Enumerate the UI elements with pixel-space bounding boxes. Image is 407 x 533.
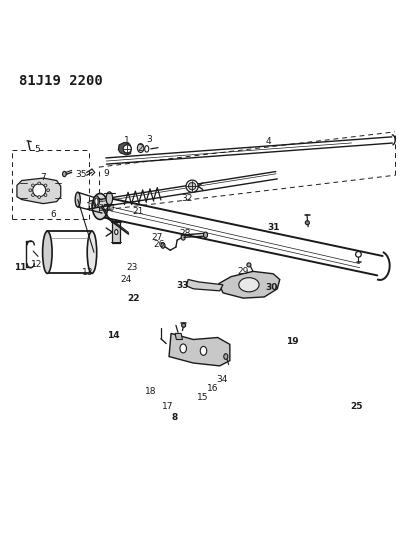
Ellipse shape: [247, 263, 251, 267]
Text: 21: 21: [132, 207, 144, 216]
Text: 19: 19: [286, 337, 298, 346]
Text: 35: 35: [75, 169, 87, 179]
Polygon shape: [175, 334, 182, 340]
Ellipse shape: [94, 196, 99, 207]
Text: 15: 15: [197, 393, 208, 401]
Ellipse shape: [33, 184, 46, 197]
Text: 5: 5: [34, 145, 40, 154]
Ellipse shape: [180, 344, 186, 353]
Text: 28: 28: [179, 229, 191, 238]
Ellipse shape: [31, 184, 34, 187]
Text: 1: 1: [124, 136, 129, 146]
Ellipse shape: [75, 192, 80, 207]
Text: 26: 26: [153, 240, 164, 249]
Polygon shape: [118, 142, 131, 155]
Ellipse shape: [356, 252, 361, 257]
Text: 31: 31: [267, 223, 280, 232]
Text: 25: 25: [350, 402, 363, 411]
Polygon shape: [169, 334, 230, 366]
Text: 18: 18: [145, 387, 157, 396]
Ellipse shape: [29, 189, 32, 192]
Ellipse shape: [92, 193, 108, 220]
Text: 12: 12: [31, 260, 42, 269]
Ellipse shape: [138, 143, 144, 152]
Text: 23: 23: [127, 263, 138, 272]
Ellipse shape: [43, 231, 52, 273]
Text: 33: 33: [176, 281, 189, 290]
Ellipse shape: [31, 193, 34, 197]
Ellipse shape: [200, 346, 207, 356]
Text: 17: 17: [162, 402, 173, 411]
Ellipse shape: [181, 235, 185, 240]
Text: 9: 9: [103, 169, 109, 177]
Text: 2: 2: [138, 144, 143, 154]
Text: 7: 7: [40, 173, 46, 182]
Ellipse shape: [224, 354, 228, 359]
Ellipse shape: [161, 243, 165, 248]
Text: 20: 20: [104, 204, 115, 213]
Text: 32: 32: [182, 194, 193, 203]
Ellipse shape: [182, 324, 186, 327]
Text: 10: 10: [86, 202, 98, 211]
Ellipse shape: [44, 184, 47, 187]
Text: 8: 8: [172, 413, 178, 422]
Polygon shape: [112, 221, 120, 244]
Text: 6: 6: [50, 210, 56, 219]
Text: 81J19 2200: 81J19 2200: [19, 74, 103, 88]
Ellipse shape: [63, 172, 66, 176]
Ellipse shape: [115, 230, 118, 235]
Polygon shape: [17, 178, 61, 204]
Ellipse shape: [38, 196, 41, 198]
Text: 34: 34: [216, 375, 228, 384]
Text: 16: 16: [207, 384, 218, 393]
Text: 14: 14: [107, 331, 120, 340]
Ellipse shape: [144, 146, 149, 152]
Text: 4: 4: [266, 137, 271, 146]
Ellipse shape: [44, 193, 47, 197]
Ellipse shape: [38, 182, 41, 185]
Ellipse shape: [188, 182, 196, 190]
Text: 24: 24: [121, 275, 132, 284]
Text: 11: 11: [14, 263, 26, 272]
Text: 13: 13: [82, 268, 94, 277]
Ellipse shape: [305, 221, 309, 225]
Polygon shape: [186, 279, 223, 291]
Text: 27: 27: [151, 233, 162, 242]
Ellipse shape: [186, 180, 198, 192]
Text: 30: 30: [265, 283, 278, 292]
Ellipse shape: [106, 192, 113, 205]
Ellipse shape: [95, 198, 98, 205]
Ellipse shape: [204, 232, 208, 238]
Text: 22: 22: [127, 294, 140, 303]
Ellipse shape: [87, 231, 97, 273]
Polygon shape: [219, 271, 280, 298]
Text: 3: 3: [146, 135, 152, 144]
Text: 29: 29: [238, 267, 249, 276]
Ellipse shape: [239, 278, 259, 292]
Ellipse shape: [47, 189, 50, 192]
Ellipse shape: [123, 145, 131, 153]
